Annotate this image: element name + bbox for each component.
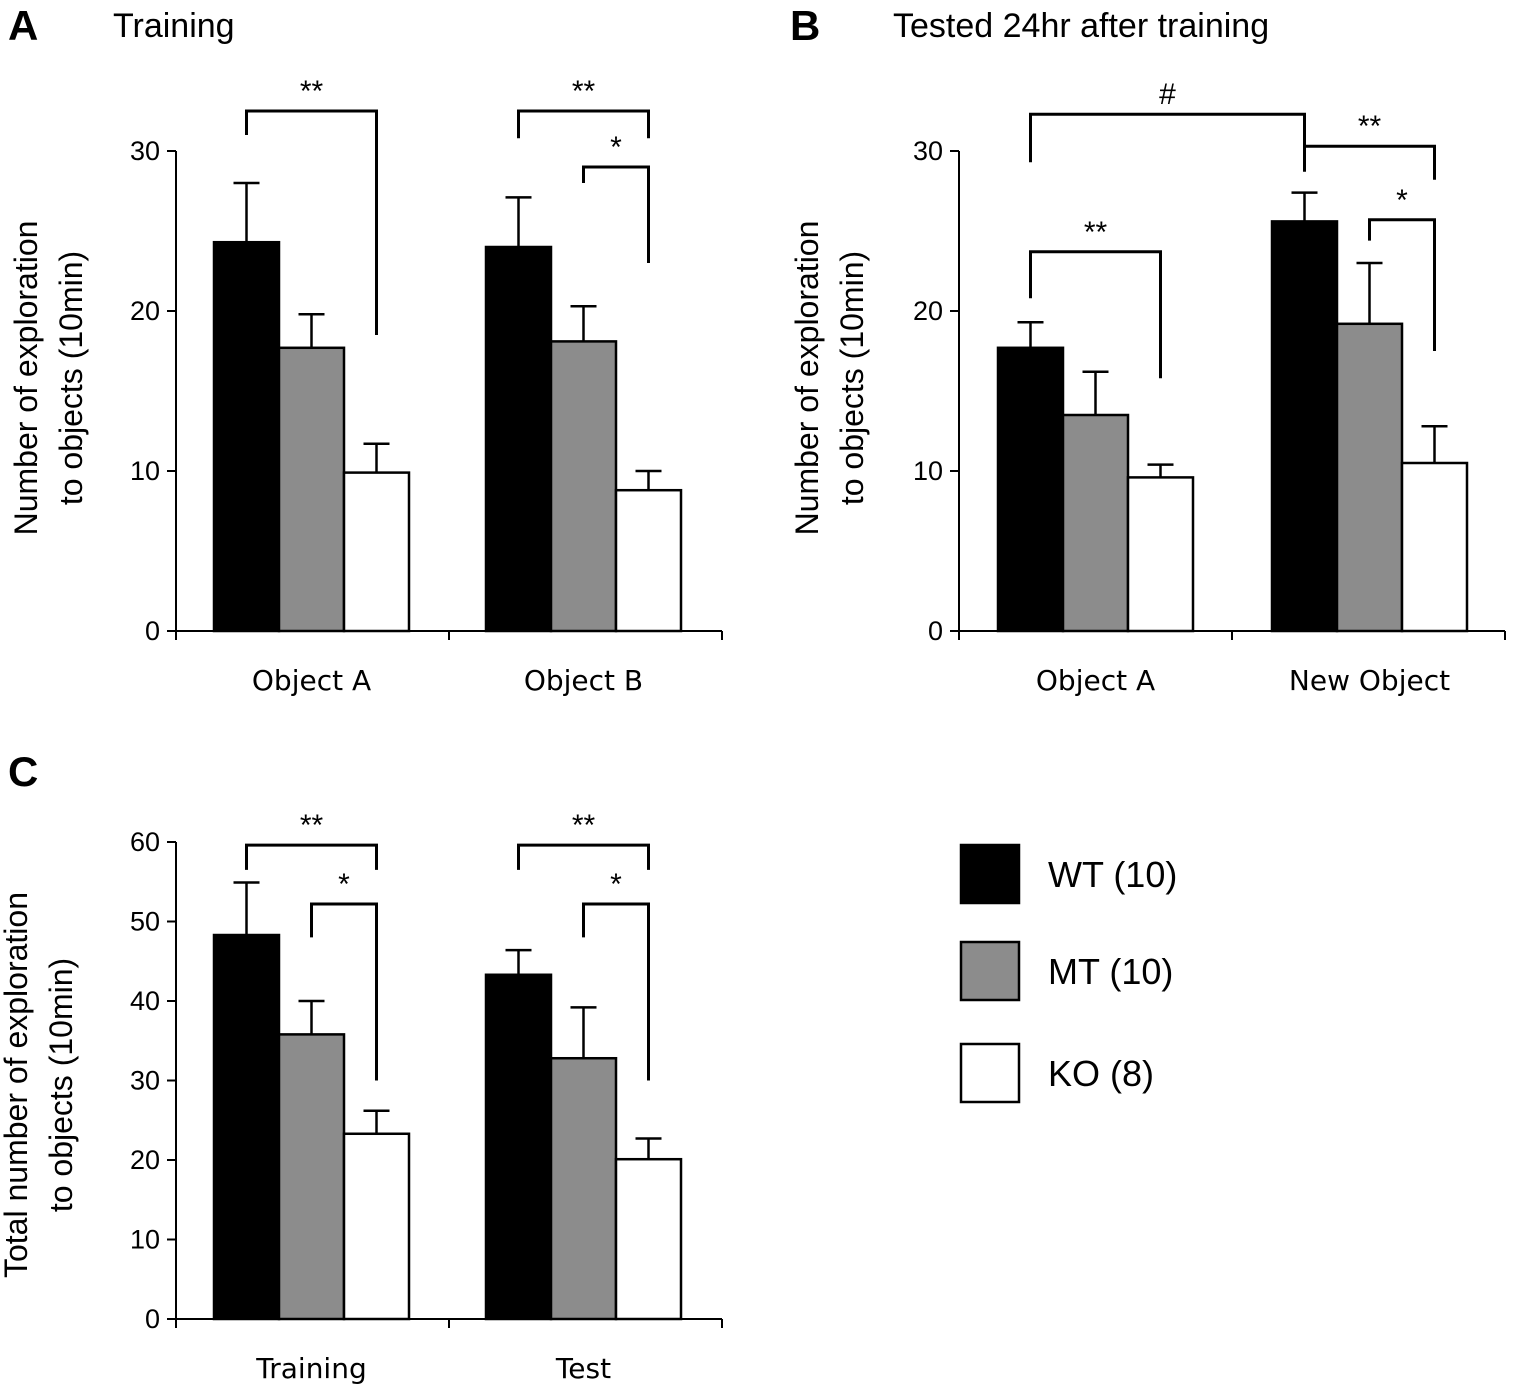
significance-label: # <box>1159 78 1176 111</box>
significance-label: ** <box>572 809 596 842</box>
significance-bracket <box>1368 218 1436 351</box>
y-axis-label: Total number of exploration <box>0 892 34 1278</box>
bar <box>614 488 683 633</box>
significance-label: ** <box>300 75 324 108</box>
bar <box>484 245 553 633</box>
significance-bracket <box>245 843 378 870</box>
legend-label: KO (8) <box>1048 1053 1154 1094</box>
legend-swatch <box>959 1042 1021 1104</box>
y-tick-label: 30 <box>913 136 943 166</box>
y-tick-label: 0 <box>145 616 160 646</box>
bar <box>212 240 281 633</box>
category-label: Training <box>255 1352 366 1385</box>
bar <box>549 1056 618 1321</box>
significance-bracket <box>517 843 650 870</box>
bar <box>1061 413 1130 633</box>
legend-swatch <box>959 940 1021 1002</box>
bar <box>342 1132 411 1321</box>
bar <box>549 340 618 633</box>
category-label: Object B <box>524 664 643 697</box>
significance-bracket <box>582 165 650 263</box>
significance-label: ** <box>1358 110 1382 143</box>
y-axis-label: to objects (10min) <box>834 251 870 505</box>
y-tick-label: 20 <box>130 296 160 326</box>
y-axis-label: to objects (10min) <box>53 251 89 505</box>
bar <box>212 933 281 1321</box>
chart-panel-c: 0 10 20 30 40 50 60 Training Test Total number of… <box>0 809 723 1385</box>
y-tick-label: 30 <box>130 1066 160 1096</box>
y-tick-label: 10 <box>130 1225 160 1255</box>
significance-label: ** <box>1084 216 1108 249</box>
y-tick-label: 40 <box>130 986 160 1016</box>
panel-title-a: Training <box>113 7 235 45</box>
y-tick-label: 30 <box>130 136 160 166</box>
y-tick-label: 20 <box>913 296 943 326</box>
bar <box>1270 220 1339 633</box>
significance-bracket <box>1029 112 1306 163</box>
y-tick-label: 50 <box>130 907 160 937</box>
significance-bracket <box>582 902 650 1081</box>
significance-bracket <box>245 109 378 335</box>
bar <box>614 1157 683 1321</box>
chart-panel-a: 0 10 20 30 Object A Object B Number of explora… <box>8 75 723 697</box>
y-axis-label: to objects (10min) <box>43 958 79 1212</box>
significance-bracket <box>517 109 650 139</box>
bar <box>277 346 346 633</box>
panel-title-b: Tested 24hr after training <box>893 7 1269 45</box>
y-tick-label: 60 <box>130 827 160 857</box>
y-tick-label: 10 <box>130 456 160 486</box>
bar <box>1335 322 1404 633</box>
panel-label-b: B <box>790 2 820 49</box>
significance-label: * <box>610 868 622 901</box>
y-tick-label: 0 <box>145 1304 160 1334</box>
significance-label: * <box>610 131 622 164</box>
category-label: New Object <box>1289 664 1450 697</box>
significance-label: ** <box>300 809 324 842</box>
significance-label: * <box>338 868 350 901</box>
bar <box>277 1033 346 1321</box>
significance-bracket <box>1303 144 1436 180</box>
significance-bracket <box>1029 250 1162 379</box>
bar <box>484 973 553 1321</box>
significance-label: * <box>1396 184 1408 217</box>
panel-label-a: A <box>8 2 38 49</box>
chart-panel-b: 0 10 20 30 Object A New Object Number of explo… <box>789 78 1506 697</box>
significance-label: ** <box>572 75 596 108</box>
category-label: Object A <box>1036 664 1155 697</box>
category-label: Object A <box>252 664 371 697</box>
panel-label-c: C <box>8 748 38 795</box>
significance-bracket <box>310 902 378 1081</box>
legend-label: WT (10) <box>1048 854 1177 895</box>
legend-label: MT (10) <box>1048 951 1173 992</box>
y-tick-label: 10 <box>913 456 943 486</box>
y-tick-label: 20 <box>130 1145 160 1175</box>
bar <box>996 346 1065 633</box>
legend-swatch <box>959 843 1021 905</box>
bar <box>342 471 411 633</box>
bar <box>1400 461 1469 633</box>
legend: WT (10) MT (10) KO (8) <box>959 843 1177 1104</box>
y-axis-label: Number of exploration <box>8 221 44 536</box>
bar <box>1126 476 1195 633</box>
category-label: Test <box>555 1352 611 1385</box>
y-tick-label: 0 <box>928 616 943 646</box>
y-axis-label: Number of exploration <box>789 221 825 536</box>
